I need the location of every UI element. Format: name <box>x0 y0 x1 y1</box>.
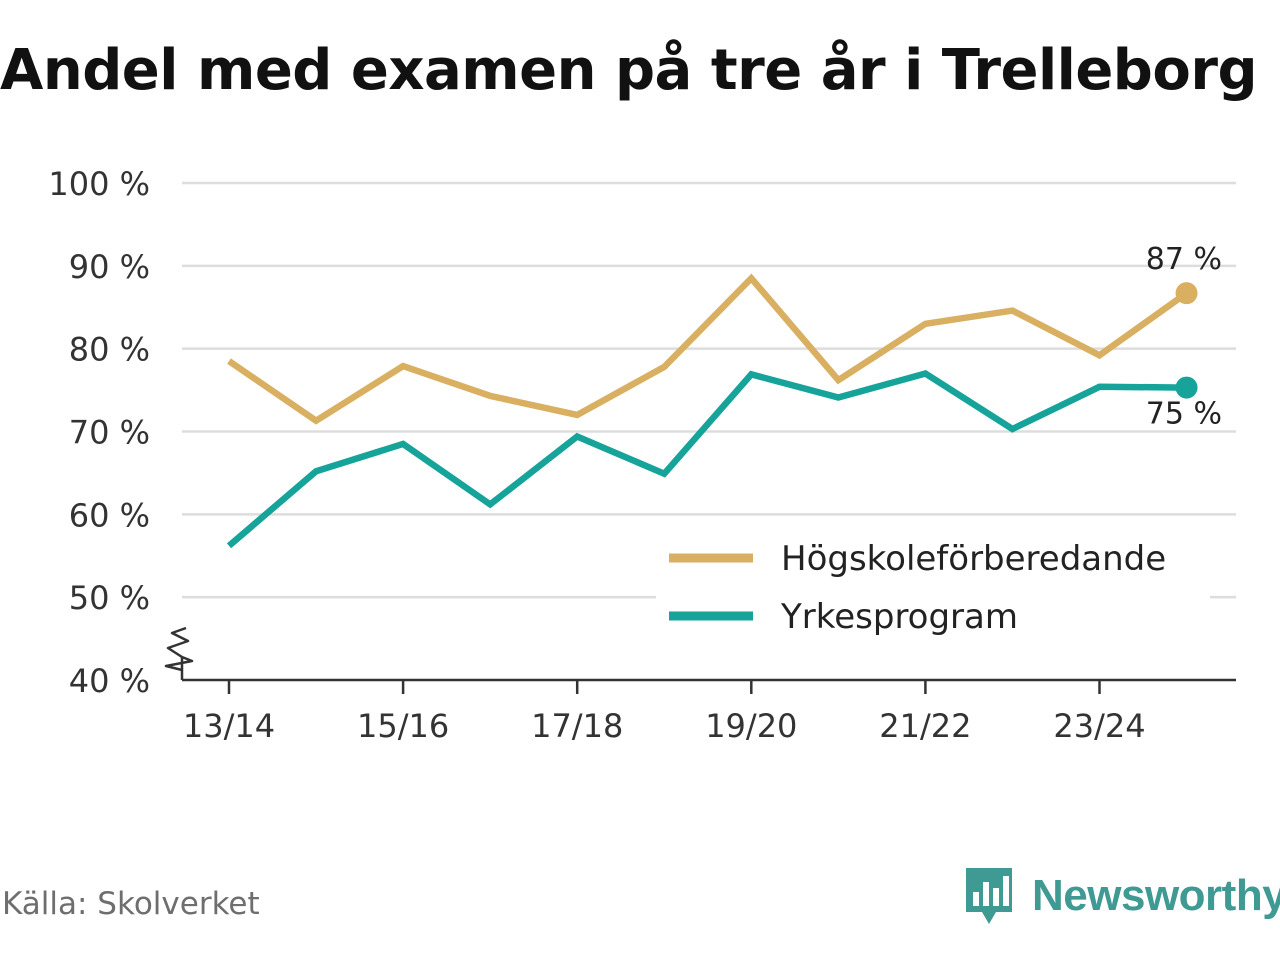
x-tick-label: 21/22 <box>879 707 971 745</box>
axis-break-symbol <box>164 655 194 672</box>
gridlines <box>182 181 1236 599</box>
y-tick-label: 80 % <box>69 331 150 369</box>
bar-chart-speech-bubble-icon <box>966 868 1012 924</box>
y-tick-label: 40 % <box>69 662 150 700</box>
series-line <box>226 369 1187 549</box>
line-chart: 40 % 50 % 60 % 70 % 80 % 90 % 100 % 13/14 15/16 1… <box>48 165 1236 745</box>
series-line <box>227 273 1189 425</box>
axes: 40 % 50 % 60 % 70 % 80 % 90 % 100 % 13/14 15/16 1… <box>48 165 1236 745</box>
legend-background <box>656 532 1210 646</box>
series-end-marker <box>1175 282 1198 305</box>
end-labels: 87 % 75 % <box>1146 242 1222 431</box>
legend: Högskoleförberedande Yrkesprogram <box>656 532 1210 646</box>
y-tick-label: 50 % <box>69 579 150 617</box>
y-tick-label: 70 % <box>69 414 150 452</box>
legend-label: Högskoleförberedande <box>781 539 1166 579</box>
y-tick-label: 90 % <box>69 248 150 286</box>
x-tick-label: 13/14 <box>183 707 275 745</box>
brand-name: Newsworthy <box>1032 871 1280 920</box>
series-lines <box>226 273 1198 549</box>
y-tick-label: 60 % <box>69 496 150 534</box>
y-tick-label: 100 % <box>48 165 150 203</box>
chart-title: Andel med examen på tre år i Trelleborg <box>0 38 1258 103</box>
axis-break-symbol <box>166 626 190 659</box>
series-end-marker <box>1175 376 1198 399</box>
brand-logo: Newsworthy <box>964 864 1280 928</box>
x-tick-label: 15/16 <box>357 707 449 745</box>
x-tick-label: 23/24 <box>1053 707 1145 745</box>
series-end-label: 87 % <box>1146 242 1222 277</box>
source-note: Källa: Skolverket <box>2 886 260 922</box>
series-end-label: 75 % <box>1146 397 1222 432</box>
legend-label: Yrkesprogram <box>780 597 1018 637</box>
x-tick-label: 17/18 <box>531 707 623 745</box>
x-tick-label: 19/20 <box>705 707 797 745</box>
